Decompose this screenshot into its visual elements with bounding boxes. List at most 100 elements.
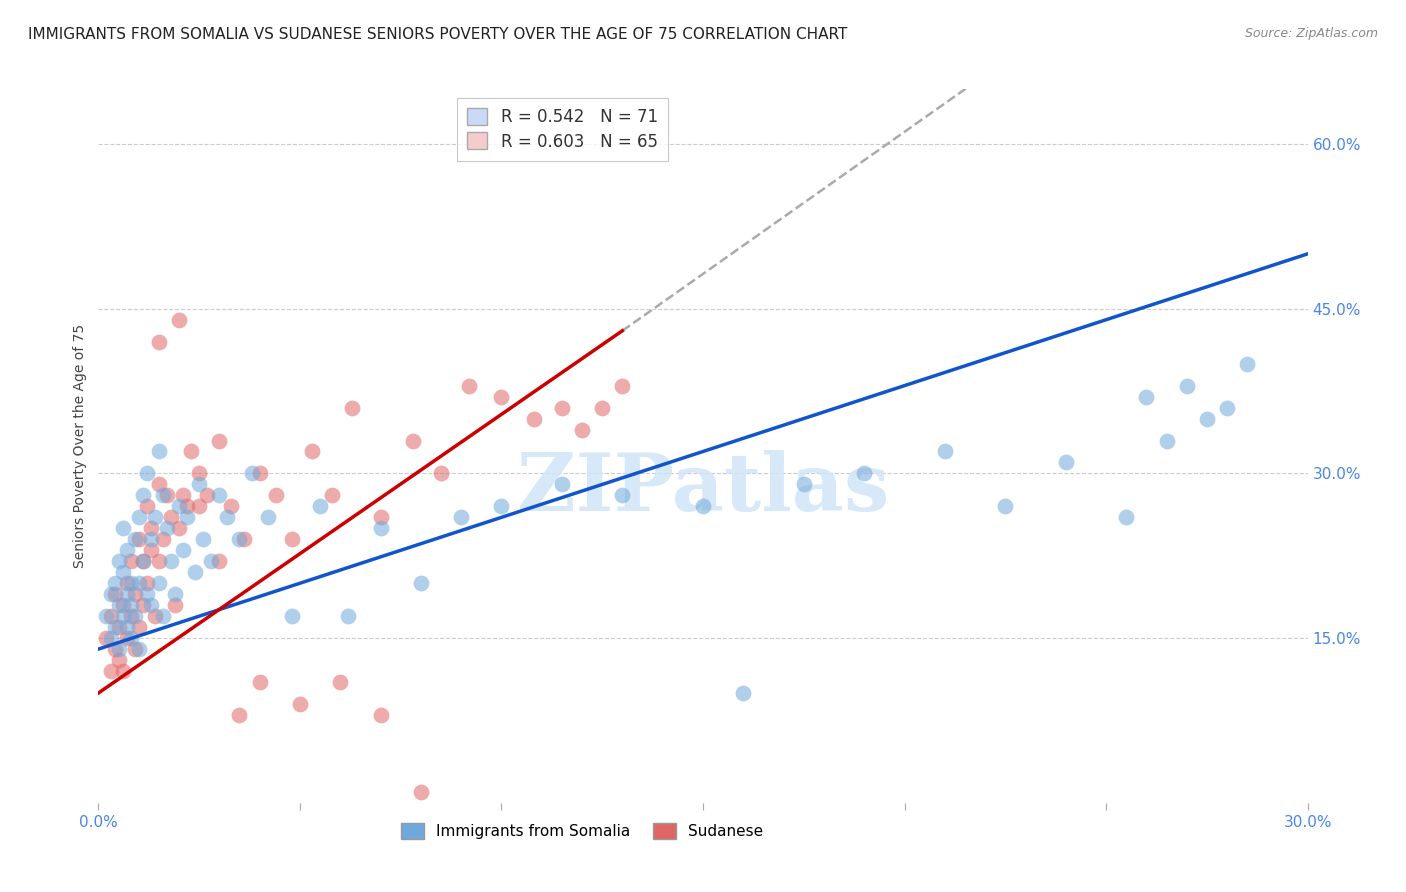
Point	[430, 467, 453, 481]
Point	[111, 521, 134, 535]
Point	[176, 510, 198, 524]
Point	[1195, 411, 1218, 425]
Point	[193, 533, 215, 547]
Point	[167, 521, 190, 535]
Point	[793, 477, 815, 491]
Point	[309, 500, 332, 514]
Point	[132, 598, 155, 612]
Point	[180, 444, 202, 458]
Point	[163, 587, 186, 601]
Point	[1236, 357, 1258, 371]
Point	[115, 620, 138, 634]
Point	[152, 488, 174, 502]
Point	[458, 378, 481, 392]
Point	[100, 609, 122, 624]
Point	[232, 533, 254, 547]
Point	[124, 587, 146, 601]
Point	[132, 554, 155, 568]
Point	[115, 576, 138, 591]
Point	[167, 500, 190, 514]
Point	[195, 488, 218, 502]
Point	[176, 500, 198, 514]
Point	[200, 554, 222, 568]
Point	[172, 543, 194, 558]
Point	[148, 554, 170, 568]
Point	[160, 554, 183, 568]
Point	[208, 554, 231, 568]
Point	[132, 554, 155, 568]
Point	[612, 378, 634, 392]
Point	[733, 686, 755, 700]
Point	[167, 312, 190, 326]
Point	[107, 642, 129, 657]
Point	[139, 543, 162, 558]
Point	[103, 576, 125, 591]
Point	[240, 467, 263, 481]
Point	[409, 785, 432, 799]
Point	[135, 576, 157, 591]
Point	[139, 533, 162, 547]
Point	[128, 510, 150, 524]
Point	[120, 609, 142, 624]
Point	[103, 642, 125, 657]
Point	[163, 598, 186, 612]
Point	[143, 510, 166, 524]
Point	[128, 533, 150, 547]
Point	[107, 554, 129, 568]
Point	[115, 587, 138, 601]
Point	[152, 609, 174, 624]
Point	[228, 533, 250, 547]
Point	[100, 587, 122, 601]
Point	[1115, 510, 1137, 524]
Point	[96, 609, 118, 624]
Point	[256, 510, 278, 524]
Point	[1216, 401, 1239, 415]
Point	[1175, 378, 1198, 392]
Point	[120, 576, 142, 591]
Point	[124, 642, 146, 657]
Point	[301, 444, 323, 458]
Point	[337, 609, 360, 624]
Point	[148, 444, 170, 458]
Point	[148, 477, 170, 491]
Point	[1135, 390, 1157, 404]
Point	[264, 488, 287, 502]
Point	[120, 631, 142, 645]
Point	[288, 697, 311, 711]
Point	[120, 554, 142, 568]
Point	[96, 631, 118, 645]
Point	[115, 543, 138, 558]
Point	[128, 576, 150, 591]
Point	[370, 510, 392, 524]
Point	[160, 510, 183, 524]
Point	[571, 423, 593, 437]
Point	[135, 467, 157, 481]
Point	[692, 500, 714, 514]
Point	[188, 467, 211, 481]
Point	[208, 434, 231, 448]
Point	[188, 477, 211, 491]
Y-axis label: Seniors Poverty Over the Age of 75: Seniors Poverty Over the Age of 75	[73, 324, 87, 568]
Point	[132, 488, 155, 502]
Point	[120, 598, 142, 612]
Point	[370, 708, 392, 723]
Point	[143, 609, 166, 624]
Point	[103, 620, 125, 634]
Point	[228, 708, 250, 723]
Point	[128, 620, 150, 634]
Point	[370, 521, 392, 535]
Text: ZIPatlas: ZIPatlas	[517, 450, 889, 528]
Point	[100, 664, 122, 678]
Point	[115, 631, 138, 645]
Point	[148, 334, 170, 349]
Point	[1156, 434, 1178, 448]
Point	[281, 609, 304, 624]
Point	[135, 587, 157, 601]
Point	[139, 521, 162, 535]
Point	[128, 642, 150, 657]
Point	[217, 510, 239, 524]
Point	[342, 401, 364, 415]
Point	[139, 598, 162, 612]
Point	[103, 587, 125, 601]
Point	[551, 401, 574, 415]
